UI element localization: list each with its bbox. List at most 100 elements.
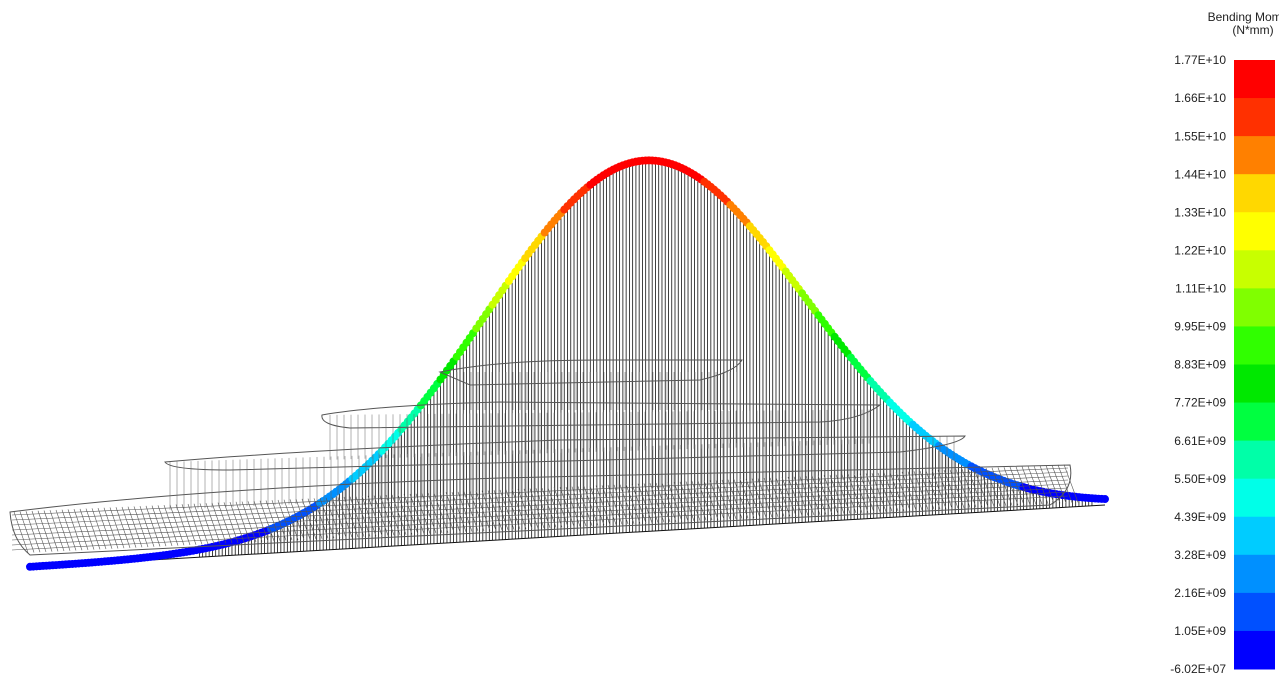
mesh-line — [566, 487, 580, 526]
color-band — [1234, 365, 1275, 404]
mesh-line — [86, 509, 100, 550]
color-band — [1234, 403, 1275, 442]
legend-label: 1.22E+10 — [1174, 243, 1226, 257]
mesh-line — [638, 484, 652, 523]
color-band — [1234, 250, 1275, 289]
mesh-line — [194, 504, 208, 544]
mesh-line — [332, 498, 346, 538]
mesh-line — [170, 505, 184, 546]
legend-label: 4.39E+09 — [1174, 510, 1226, 524]
mesh-line — [230, 502, 244, 542]
color-band — [1234, 136, 1275, 175]
mesh-line — [182, 504, 196, 544]
mesh-line — [542, 488, 556, 527]
mesh-line — [206, 503, 220, 543]
color-band — [1234, 174, 1275, 213]
mesh-line — [356, 496, 370, 536]
color-band — [1234, 517, 1275, 556]
mesh-line — [524, 489, 538, 528]
mesh-line — [374, 496, 388, 536]
mesh-line — [50, 510, 64, 551]
viewport: Bending Moment (N*mm) 1.77E+10 1.66E+10 1.… — [0, 0, 1279, 682]
color-band — [1234, 98, 1275, 137]
legend-label: 1.33E+10 — [1174, 205, 1226, 219]
legend-label: 8.83E+09 — [1174, 358, 1226, 372]
mesh-line — [602, 485, 616, 524]
mesh-line — [74, 509, 88, 550]
mesh-line — [470, 491, 484, 531]
mesh-line — [104, 508, 118, 549]
mesh-line — [128, 507, 142, 548]
ship-mesh — [10, 360, 1078, 555]
mesh-line — [644, 483, 658, 522]
mesh-line — [92, 508, 106, 549]
mesh-line — [434, 493, 448, 533]
legend-label: 1.55E+10 — [1174, 129, 1226, 143]
mesh-line — [620, 485, 634, 524]
color-band — [1234, 212, 1275, 251]
legend-label: 1.66E+10 — [1174, 91, 1226, 105]
legend-label: 5.50E+09 — [1174, 472, 1226, 486]
color-band — [1234, 631, 1275, 670]
mesh-line — [38, 511, 52, 552]
legend-title: Bending Moment — [1208, 10, 1279, 24]
mesh-line — [122, 507, 136, 548]
legend-label: 9.95E+09 — [1174, 320, 1226, 334]
mesh-line — [116, 507, 130, 548]
mesh-line — [320, 498, 334, 538]
legend-label: 3.28E+09 — [1174, 548, 1226, 562]
mesh-line — [176, 505, 190, 546]
legend-label: 1.05E+09 — [1174, 624, 1226, 638]
mesh-line — [98, 508, 112, 549]
legend-label: 1.44E+10 — [1174, 167, 1226, 181]
mesh-line — [392, 495, 406, 535]
mesh-line — [224, 502, 238, 542]
mesh-line — [338, 497, 352, 537]
legend-label: 6.61E+09 — [1174, 434, 1226, 448]
mesh-line — [32, 511, 46, 552]
color-band — [1234, 60, 1275, 99]
mesh-line — [26, 511, 40, 552]
mesh-line — [14, 512, 28, 553]
legend-label: 2.16E+09 — [1174, 586, 1226, 600]
mesh-line — [218, 503, 232, 543]
mesh-line — [164, 505, 178, 546]
moment-dot — [1101, 495, 1109, 503]
legend-unit: (N*mm) — [1232, 23, 1273, 37]
color-band — [1234, 479, 1275, 518]
mesh-line — [44, 510, 58, 551]
mesh-line — [584, 486, 598, 525]
mesh-line — [212, 503, 226, 543]
mesh-line — [110, 508, 124, 549]
mesh-line — [146, 506, 160, 547]
legend-label: 1.77E+10 — [1174, 53, 1226, 67]
color-band — [1234, 288, 1275, 327]
mesh-line — [152, 506, 166, 547]
color-bar — [1234, 60, 1275, 670]
mesh-line — [548, 488, 562, 527]
color-band — [1234, 593, 1275, 632]
mesh-line — [188, 504, 202, 544]
mesh-line — [656, 483, 670, 522]
legend-label: -6.02E+07 — [1170, 662, 1226, 676]
mesh-line — [560, 487, 574, 526]
mesh-line — [428, 493, 442, 533]
mesh-line — [68, 509, 82, 550]
mesh-line — [56, 510, 70, 551]
color-band — [1234, 441, 1275, 480]
mesh-line — [62, 510, 76, 551]
legend-label: 1.11E+10 — [1175, 282, 1226, 296]
mesh-line — [662, 483, 676, 522]
mesh-line — [410, 494, 424, 534]
mesh-line — [134, 506, 148, 547]
mesh-line — [140, 506, 154, 547]
legend-label: 7.72E+09 — [1174, 396, 1226, 410]
color-band — [1234, 326, 1275, 365]
mesh-line — [506, 490, 520, 530]
mesh-line — [446, 492, 460, 532]
mesh-line — [530, 489, 544, 528]
mesh-line — [80, 509, 94, 550]
color-band — [1234, 555, 1275, 594]
mesh-line — [416, 494, 430, 534]
mesh-line — [158, 505, 172, 546]
